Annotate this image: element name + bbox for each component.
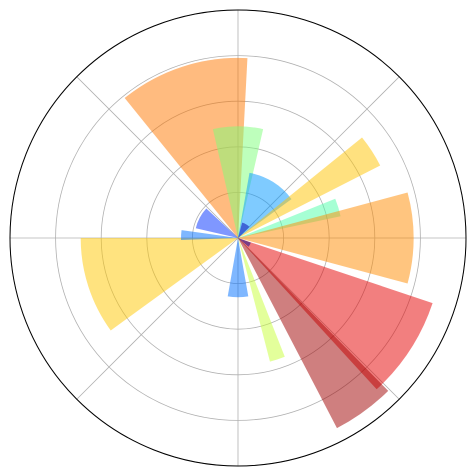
bar <box>238 172 292 238</box>
grid-spoke <box>76 237 239 400</box>
bar <box>195 208 238 238</box>
bar <box>238 198 341 238</box>
bar <box>80 238 239 331</box>
bar <box>238 238 251 247</box>
bar <box>181 230 238 240</box>
grid-spoke <box>76 76 239 239</box>
polar-frame <box>9 9 467 467</box>
bar <box>227 238 249 298</box>
bar <box>238 238 433 390</box>
bar <box>238 222 250 238</box>
bar <box>124 57 248 238</box>
bar <box>238 238 285 362</box>
bar <box>238 192 414 284</box>
bar <box>238 137 381 238</box>
bar <box>212 126 264 238</box>
bar <box>238 238 389 429</box>
